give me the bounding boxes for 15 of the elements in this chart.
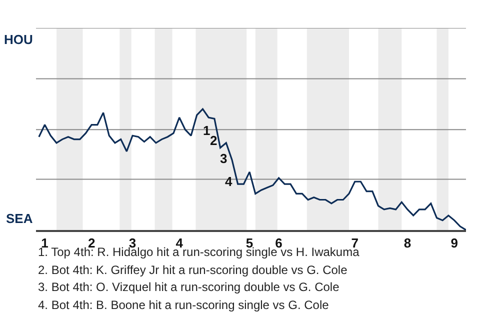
- text: 2. Bot 4th: K. Griffey Jr hit a run-scoring double vs G. Cole: [38, 263, 348, 277]
- annotation: 2: [210, 133, 218, 148]
- x-tick-label: 1: [41, 235, 48, 250]
- text: HOU: [4, 32, 33, 47]
- text: 3. Bot 4th: O. Vizquel hit a run-scoring double vs G. Cole: [38, 280, 340, 294]
- x-tick-label: 9: [450, 235, 458, 250]
- x-tick-label: 2: [88, 235, 96, 250]
- x-tick-label: 8: [404, 235, 412, 250]
- annotation: 3: [220, 151, 228, 166]
- text: 4. Bot 4th: B. Boone hit a run-scoring single vs G. Cole: [38, 298, 330, 312]
- x-tick-label: 7: [351, 235, 358, 250]
- annotation: 4: [225, 174, 233, 189]
- annotation: 1: [203, 123, 210, 138]
- text: SEA: [6, 211, 34, 226]
- x-tick-label: 4: [176, 235, 184, 250]
